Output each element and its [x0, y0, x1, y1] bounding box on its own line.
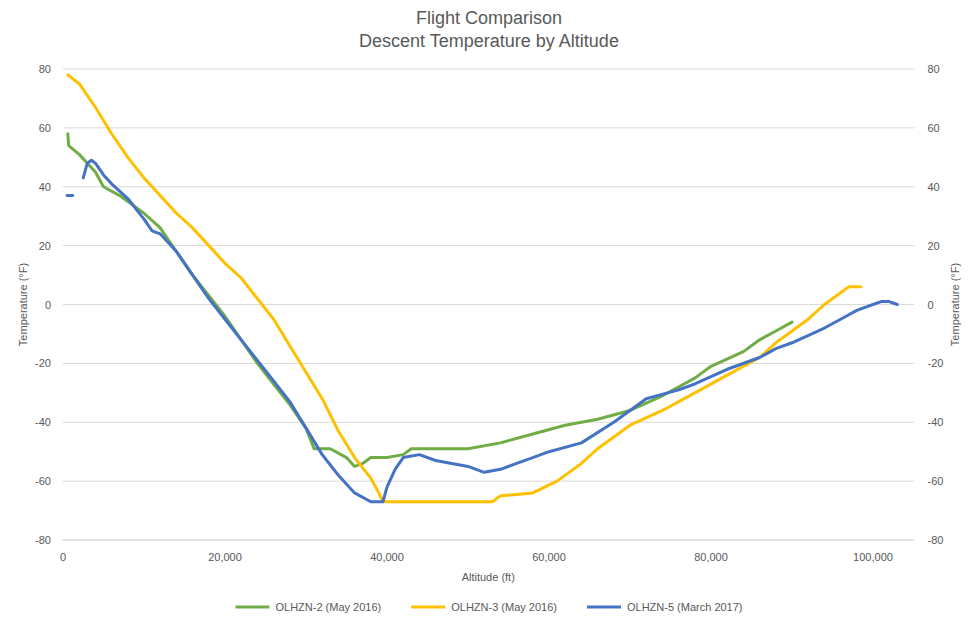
- legend-label: OLHZN-3 (May 2016): [451, 601, 557, 613]
- y-tick-label: 80: [39, 63, 51, 75]
- y2-tick-label: 0: [928, 299, 934, 311]
- x-tick-label: 80,000: [694, 551, 728, 563]
- grid-line: [63, 304, 914, 305]
- grid-line: [63, 481, 914, 482]
- grid-line: [63, 127, 914, 128]
- legend-swatch: [411, 606, 445, 609]
- y2-axis-label: Temperature (°F): [949, 263, 961, 346]
- y2-tick-label: 20: [928, 240, 940, 252]
- y2-tick: [914, 481, 915, 482]
- x-tick-label: 100,000: [853, 551, 893, 563]
- y-tick-label: 40: [39, 181, 51, 193]
- y2-tick: [914, 127, 915, 128]
- y-tick-label: 0: [45, 299, 51, 311]
- x-tick: [225, 540, 226, 541]
- x-tick-label: 20,000: [208, 551, 242, 563]
- series-line: [68, 75, 861, 502]
- grid-line: [63, 69, 914, 70]
- y2-tick-label: 40: [928, 181, 940, 193]
- y2-tick: [914, 69, 915, 70]
- x-tick-label: 60,000: [532, 551, 566, 563]
- x-tick: [387, 540, 388, 541]
- y-axis-label: Temperature (°F): [17, 263, 29, 346]
- y2-tick-label: -60: [928, 475, 944, 487]
- y2-tick: [914, 422, 915, 423]
- grid-line: [63, 540, 914, 541]
- y2-tick-label: -20: [928, 357, 944, 369]
- x-tick: [549, 540, 550, 541]
- x-axis-line: [63, 540, 914, 541]
- y-tick-label: 20: [39, 240, 51, 252]
- y-tick-label: -20: [35, 357, 51, 369]
- grid-line: [63, 245, 914, 246]
- y2-tick: [914, 186, 915, 187]
- y-tick-label: 60: [39, 122, 51, 134]
- x-tick-label: 40,000: [370, 551, 404, 563]
- legend-label: OLHZN-5 (March 2017): [627, 601, 743, 613]
- grid-line: [63, 363, 914, 364]
- y-tick-label: -80: [35, 534, 51, 546]
- plot-area: [67, 75, 897, 502]
- y2-tick: [914, 304, 915, 305]
- series-line: [67, 160, 897, 501]
- x-axis-label: Altitude (ft): [462, 571, 515, 583]
- legend-swatch: [587, 606, 621, 609]
- y2-tick-label: 60: [928, 122, 940, 134]
- subtitle: Descent Temperature by Altitude: [359, 31, 619, 51]
- y2-tick-label: -80: [928, 534, 944, 546]
- x-tick: [63, 540, 64, 541]
- chart: Flight Comparison Descent Temperature by …: [0, 0, 978, 625]
- y2-tick-label: 80: [928, 63, 940, 75]
- legend: OLHZN-2 (May 2016) OLHZN-3 (May 2016) OLHZ…: [235, 601, 742, 613]
- y2-tick: [914, 540, 915, 541]
- y2-tick-label: -40: [928, 416, 944, 428]
- y2-tick: [914, 245, 915, 246]
- legend-label: OLHZN-2 (May 2016): [275, 601, 381, 613]
- y-tick-label: -60: [35, 475, 51, 487]
- series-line: [68, 134, 792, 467]
- y2-tick: [914, 363, 915, 364]
- legend-swatch: [235, 606, 269, 609]
- title: Flight Comparison: [416, 8, 562, 28]
- y-tick-label: -40: [35, 416, 51, 428]
- x-tick-label: 0: [60, 551, 66, 563]
- x-tick: [711, 540, 712, 541]
- x-tick: [873, 540, 874, 541]
- grid-line: [63, 422, 914, 423]
- grid-line: [63, 186, 914, 187]
